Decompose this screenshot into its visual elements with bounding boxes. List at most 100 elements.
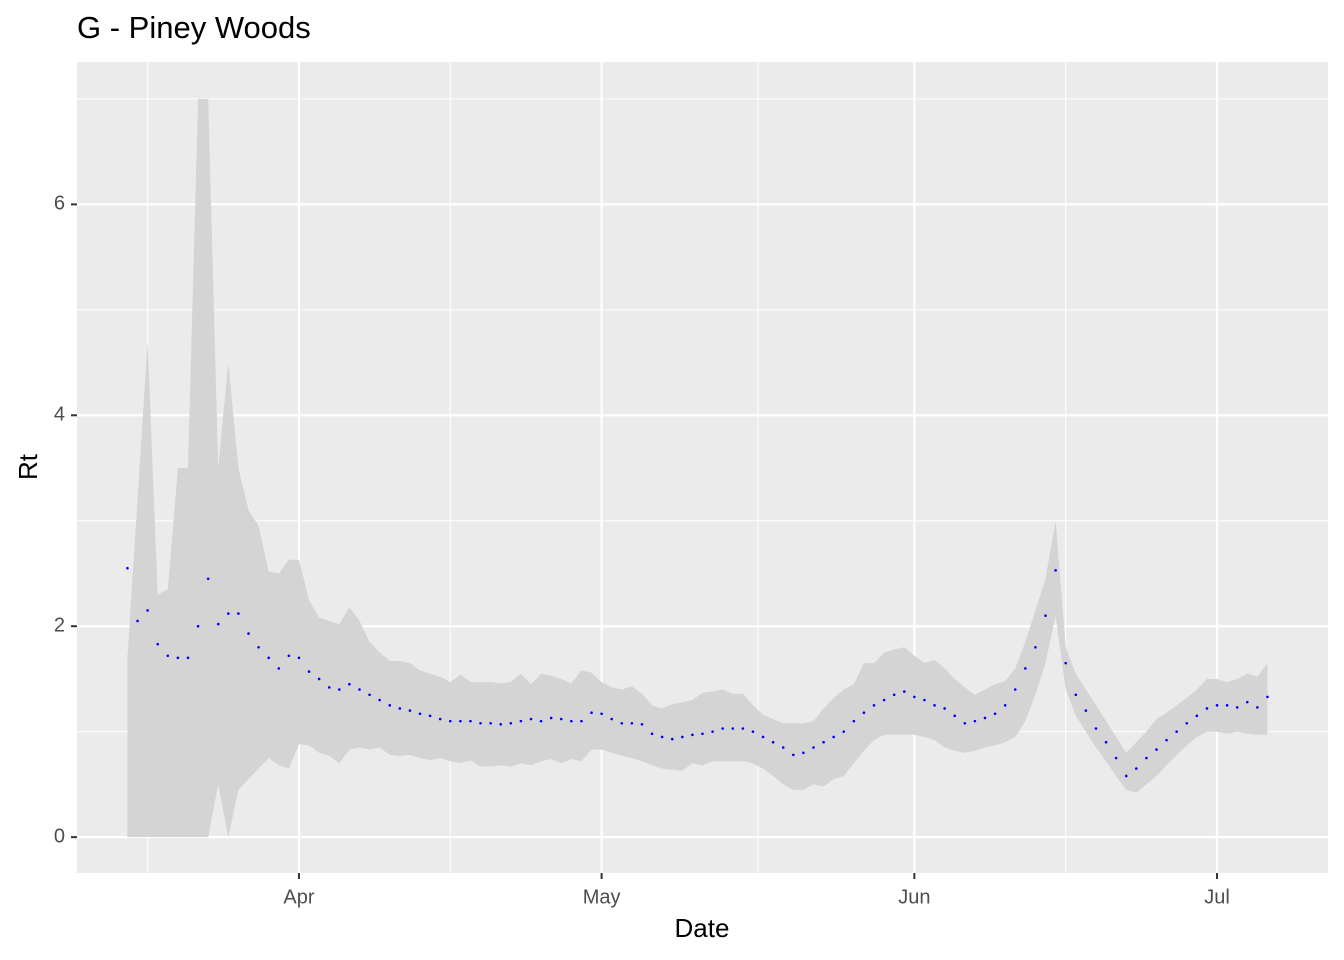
point (802, 751, 805, 755)
point (1195, 714, 1199, 718)
point (751, 730, 755, 733)
point (378, 698, 381, 702)
point (681, 735, 684, 739)
point (186, 656, 190, 660)
point (1235, 706, 1239, 709)
point (1064, 661, 1067, 665)
point (1215, 704, 1219, 707)
point (872, 704, 876, 707)
point (1024, 667, 1027, 670)
point (741, 727, 745, 730)
point (388, 704, 392, 707)
point (489, 721, 492, 725)
point (610, 717, 614, 721)
point (761, 735, 765, 739)
point (509, 721, 513, 725)
point (549, 716, 553, 720)
y-axis-title: Rt (13, 453, 43, 480)
point (398, 707, 402, 710)
point (1245, 700, 1249, 704)
point (650, 732, 654, 736)
point (923, 698, 926, 702)
point (953, 714, 957, 718)
point (721, 727, 724, 730)
ribbon (127, 98, 1268, 838)
point (731, 727, 735, 730)
point (267, 656, 270, 660)
point (297, 656, 301, 660)
point (227, 612, 230, 615)
point (317, 677, 321, 681)
point (307, 670, 311, 673)
x-tick-label: Apr (283, 886, 314, 908)
point (277, 667, 281, 670)
point (1135, 767, 1138, 770)
point (771, 740, 775, 744)
point (580, 719, 583, 723)
point (781, 746, 785, 749)
y-tick-label: 0 (54, 825, 65, 847)
point (882, 698, 886, 702)
point (348, 682, 351, 686)
point (1185, 721, 1189, 725)
point (176, 656, 180, 660)
point (943, 707, 946, 710)
point (156, 642, 160, 646)
point (983, 716, 987, 720)
point (216, 622, 220, 626)
point (539, 719, 543, 723)
point (469, 719, 472, 723)
point (630, 721, 634, 725)
point (701, 732, 704, 736)
point (1003, 704, 1007, 707)
point (711, 730, 714, 733)
point (993, 712, 997, 716)
point (600, 712, 603, 716)
y-tick-label: 2 (54, 615, 65, 637)
point (237, 612, 240, 615)
point (1225, 704, 1229, 707)
point (1054, 569, 1057, 572)
point (126, 566, 129, 570)
point (973, 719, 977, 723)
point (1155, 748, 1158, 751)
point (146, 609, 149, 612)
point (822, 740, 825, 744)
point (1205, 707, 1209, 710)
point (933, 704, 936, 707)
point (1145, 756, 1148, 760)
x-tick-label: May (583, 886, 621, 908)
point (1266, 695, 1269, 699)
point (1175, 730, 1178, 733)
point (257, 646, 260, 649)
point (1044, 614, 1047, 617)
point (963, 721, 967, 725)
point (812, 746, 815, 749)
point (448, 719, 452, 723)
point (1084, 709, 1088, 712)
y-tick-label: 4 (54, 404, 65, 426)
point (691, 733, 694, 737)
point (459, 719, 462, 723)
point (670, 737, 674, 741)
point (902, 690, 906, 693)
x-axis-title: Date (675, 913, 730, 943)
point (499, 722, 503, 726)
x-tick-label: Jul (1204, 886, 1230, 908)
point (1165, 738, 1168, 742)
point (1013, 688, 1017, 691)
point (519, 719, 523, 723)
point (791, 753, 795, 757)
point (287, 654, 291, 658)
point (136, 619, 139, 623)
point (913, 695, 916, 699)
point (590, 711, 593, 714)
point (166, 654, 170, 658)
point (428, 714, 432, 718)
point (358, 688, 361, 691)
point (620, 721, 624, 725)
point (479, 721, 482, 725)
point (570, 719, 573, 723)
